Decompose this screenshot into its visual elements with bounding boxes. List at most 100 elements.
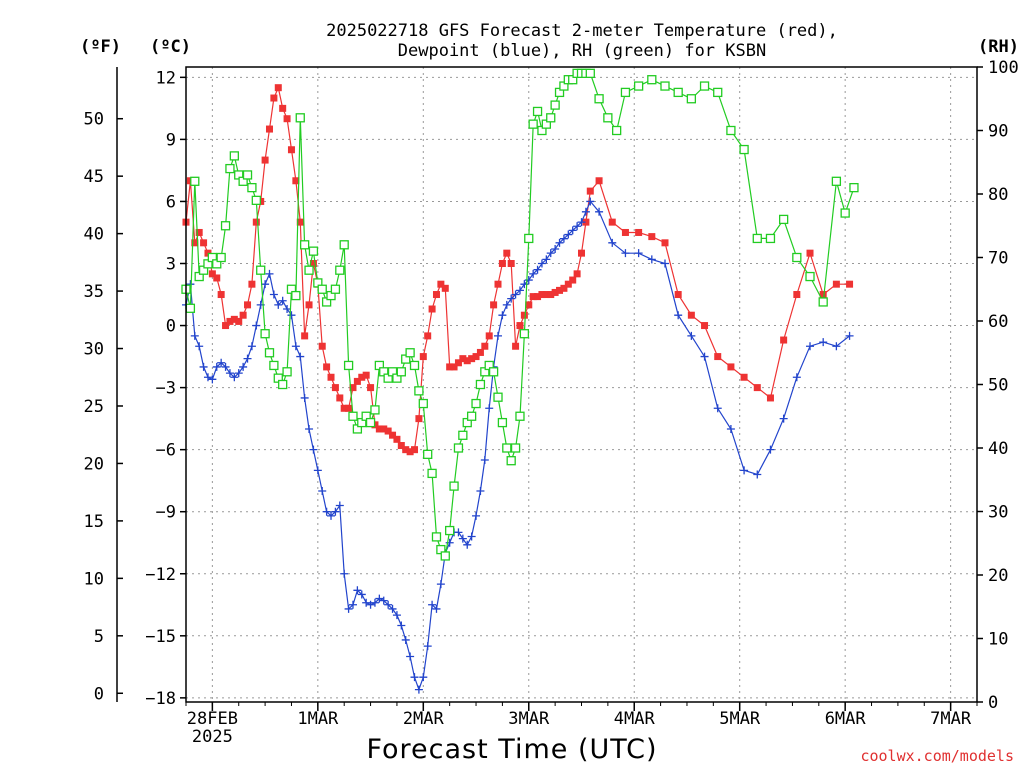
dewpoint-point [573,222,582,231]
dewpoint-point [199,362,208,371]
dewpoint-point [542,255,551,264]
temperature-point [832,280,840,288]
celsius-tick-label: −6 [156,441,176,461]
rh-point [550,100,560,110]
rh-point [660,81,670,91]
temperature-point [573,270,581,278]
dewpoint-point [507,294,516,303]
dewpoint-point [423,642,432,651]
rh-point [726,125,736,136]
dewpoint-point [344,604,353,613]
dewpoint-point [388,604,397,613]
temperature-point [608,218,616,226]
rh-point [308,246,319,256]
temperature-point [674,291,682,299]
dewpoint-point [230,373,239,382]
rh-point [532,106,543,117]
rh-point [778,214,789,225]
dewpoint-point [327,511,336,520]
dewpoint-point [348,600,357,609]
dewpoint-point [779,414,788,423]
rh-point [493,392,503,402]
rh-point [603,113,613,123]
x-tick-label: 7MAR [930,709,972,729]
dewpoint-point [221,362,230,371]
temperature-point [714,353,722,361]
rh-tick-label: 0 [988,693,998,713]
temperature-series-line [185,85,850,453]
dewpoint-point [419,673,428,682]
temperature-point [283,115,291,123]
fahrenheit-tick-label: 10 [84,569,104,589]
dewpoint-point [687,331,696,340]
dewpoint-point [247,342,256,351]
temperature-point [213,274,221,282]
temperature-point [389,431,397,439]
dewpoint-point [621,249,630,258]
temperature-point [380,425,388,433]
temperature-point [512,342,520,350]
rh-point [528,119,538,129]
temperature-point [793,291,801,299]
rh-series-line [185,72,855,558]
rh-point [295,113,305,123]
temperature-point [397,442,405,450]
rh-point [365,417,376,428]
temperature-point [419,353,427,361]
x-tick-label: 6MAR [825,709,867,729]
rh-point [515,411,525,421]
temperature-point [336,394,344,402]
temperature-point [424,332,432,340]
rh-tick-label: 100 [988,58,1019,78]
dewpoint-point [713,404,722,413]
temperature-point [340,404,348,412]
rh-tick-label: 30 [988,503,1008,523]
rh-point [251,195,261,206]
dewpoint-point [511,290,520,299]
dewpoint-point [234,369,243,378]
temperature-point [222,322,230,330]
temperature-point [441,284,449,292]
rh-point [185,303,196,313]
rh-point [291,290,301,301]
rh-point [339,240,349,250]
rh-point [506,456,516,466]
fahrenheit-tick-label: 35 [84,282,104,302]
dewpoint-point [208,375,217,384]
dewpoint-point [265,269,274,278]
fahrenheit-tick-label: 50 [84,110,104,130]
temperature-point [648,233,656,241]
dewpoint-point [269,290,278,299]
rh-point [409,360,420,371]
dewpoint-point [331,507,340,516]
rh-point [713,87,723,98]
rh-point [445,525,455,536]
rh-tick-label: 40 [988,439,1008,459]
dewpoint-point [217,358,226,367]
temperature-point [230,315,238,323]
rh-point [220,221,231,231]
rh-point [242,170,253,180]
rh-point [225,163,235,174]
rh-point [805,271,815,282]
temperature-point [402,446,410,454]
dewpoint-point [278,296,287,305]
temperature-point [740,373,748,381]
axes [116,66,983,711]
dewpoint-point [428,600,437,609]
dewpoint-point [472,511,481,520]
celsius-tick-label: −15 [145,627,176,647]
rh-point [427,468,437,479]
temperature-point [578,249,585,257]
rh-point [458,430,468,440]
temperature-point [635,228,643,236]
rh-point [612,125,622,136]
dewpoint-point [674,311,683,320]
dewpoint-point [357,590,366,599]
dewpoint-point [195,342,204,351]
dewpoint-point [353,586,362,595]
chart-title-line1: 2025022718 GFS Forecast 2-meter Temperat… [326,21,838,41]
dewpoint-point [375,594,384,603]
fahrenheit-tick-label: 45 [84,167,104,187]
